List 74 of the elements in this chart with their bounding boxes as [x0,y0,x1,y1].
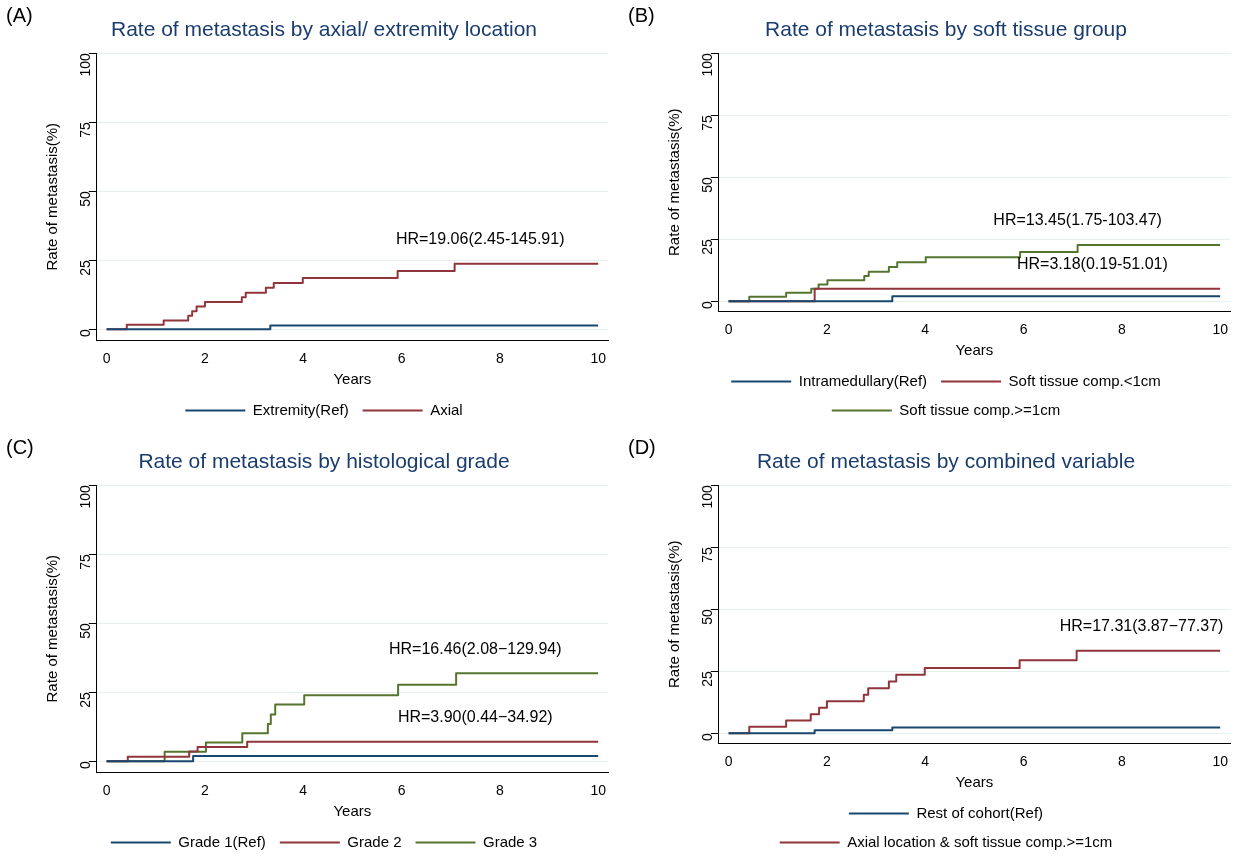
x-axis-title: Years [333,370,372,388]
x-tick-label: 0 [102,782,111,799]
legend-label: Axial location & soft tissue comp.>=1cm [847,832,1113,850]
y-tick-label: 25 [76,259,93,276]
x-tick-label: 0 [724,753,733,770]
x-tick-label: 4 [299,782,308,799]
y-axis-title: Rate of metastasis(%) [665,108,683,256]
annotation: HR=3.90(0.44−34.92) [397,708,553,726]
y-tick-label: 25 [76,691,93,708]
y-tick-label: 75 [76,553,93,570]
x-tick-label: 2 [823,753,832,770]
y-tick-label: 50 [698,609,715,625]
y-tick-label: 100 [698,52,715,77]
y-tick-label: 25 [698,239,715,255]
y-axis-title: Rate of metastasis(%) [43,554,61,703]
x-axis-title: Years [955,341,994,359]
x-tick-label: 10 [1212,321,1229,338]
x-tick-label: 0 [724,321,733,338]
y-tick-label: 75 [76,121,93,138]
legend-label: Axial [430,400,463,418]
legend-label: Grade 3 [483,832,538,850]
x-tick-label: 10 [590,782,607,799]
x-tick-label: 0 [102,350,111,367]
y-tick-label: 0 [698,733,715,742]
x-tick-label: 2 [823,321,832,338]
x-tick-label: 2 [201,782,210,799]
x-tick-label: 4 [921,753,930,770]
y-axis-title: Rate of metastasis(%) [665,540,683,688]
y-tick-label: 100 [76,52,93,77]
y-axis-title: Rate of metastasis(%) [43,122,61,271]
y-tick-label: 25 [698,671,715,687]
legend-label: Grade 2 [347,832,402,850]
x-axis-title: Years [333,802,372,820]
annotation: HR=19.06(2.45-145.91) [395,230,565,248]
chart-title: Rate of metastasis by combined variable [756,449,1136,473]
legend-label: Grade 1(Ref) [178,832,266,850]
x-tick-label: 8 [495,350,504,367]
x-tick-label: 6 [1019,321,1028,338]
text: (B) [628,4,655,27]
y-tick-label: 75 [698,547,715,563]
x-tick-label: 6 [397,782,406,799]
chart-title: Rate of metastasis by histological grade [138,449,510,473]
y-tick-label: 50 [76,622,93,639]
x-tick-label: 10 [590,350,607,367]
text: (A) [6,4,33,27]
legend-label: Rest of cohort(Ref) [916,803,1044,821]
y-tick-label: 50 [76,190,93,207]
annotation: HR=16.46(2.08−129.94) [389,639,562,657]
legend-label: Extremity(Ref) [252,400,349,418]
y-tick-label: 100 [698,484,715,509]
x-tick-label: 4 [299,350,308,367]
x-axis-title: Years [955,773,994,791]
y-tick-label: 50 [698,177,715,193]
legend-label: Soft tissue comp.<1cm [1008,371,1161,389]
text: (D) [628,436,656,459]
x-tick-label: 8 [1117,753,1126,770]
annotation: HR=13.45(1.75-103.47) [993,211,1162,229]
x-tick-label: 8 [1117,321,1126,338]
annotation: HR=3.18(0.19-51.01) [1016,255,1168,273]
x-tick-label: 6 [1019,753,1028,770]
legend-label: Intramedullary(Ref) [798,371,928,389]
chart-title: Rate of metastasis by axial/ extremity location [110,17,538,41]
chart-title: Rate of metastasis by soft tissue group [765,17,1127,41]
annotation: HR=17.31(3.87−77.37) [1059,617,1224,635]
x-tick-label: 10 [1212,753,1229,770]
text: (C) [6,436,34,459]
x-tick-label: 8 [495,782,504,799]
legend-label: Soft tissue comp.>=1cm [899,400,1061,418]
x-tick-label: 4 [921,321,930,338]
x-tick-label: 6 [397,350,406,367]
y-tick-label: 100 [76,484,93,509]
y-tick-label: 75 [698,115,715,131]
y-tick-label: 0 [698,301,715,310]
x-tick-label: 2 [201,350,210,367]
